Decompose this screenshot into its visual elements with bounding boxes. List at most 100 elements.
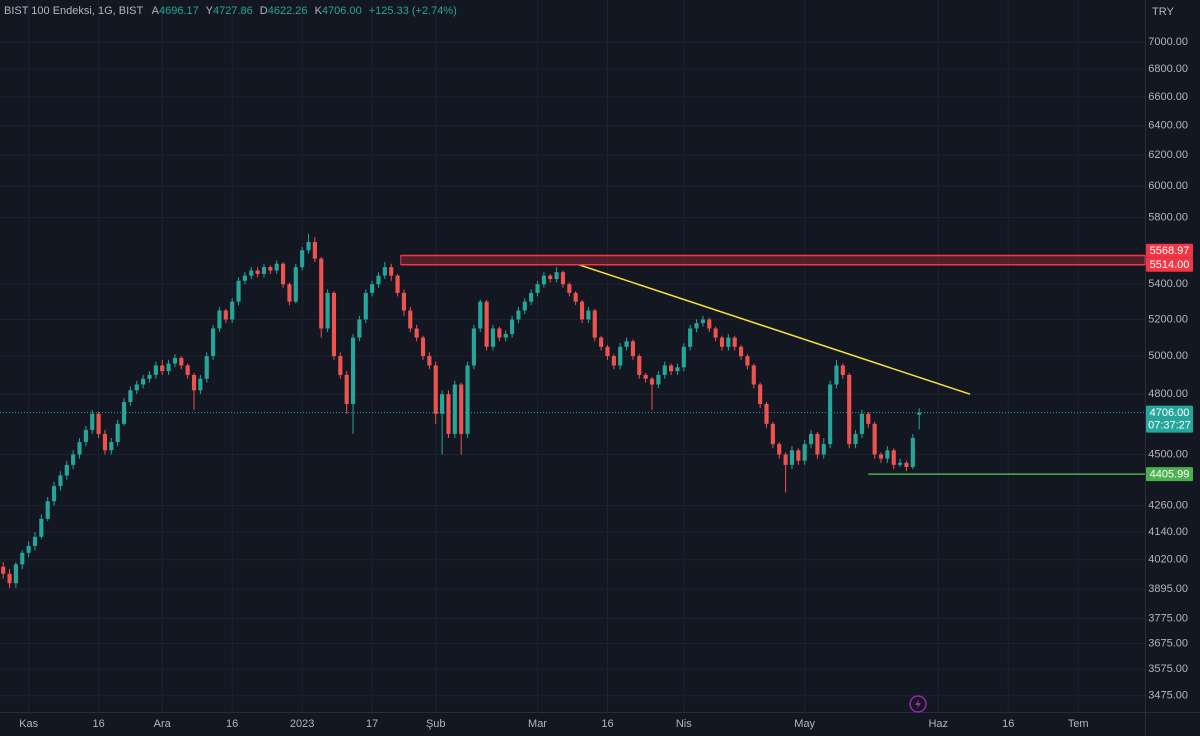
candle-body (535, 284, 540, 293)
candle-body (440, 394, 445, 414)
y-tick-label: 5400.00 (1148, 278, 1188, 290)
candle-body (802, 444, 807, 461)
candle-body (821, 444, 826, 455)
candle-body (281, 263, 286, 285)
candle-body (471, 328, 476, 366)
candle-body (312, 241, 317, 259)
candle-body (274, 263, 279, 271)
candle-body (541, 275, 546, 285)
candle-body (586, 310, 591, 320)
candle-body (77, 442, 82, 455)
candle-body (707, 319, 712, 329)
y-tick-label: 6800.00 (1148, 63, 1188, 75)
candle-body (382, 267, 387, 276)
y-tick-label: 3575.00 (1148, 663, 1188, 675)
candle-body (32, 536, 38, 546)
candle-body (656, 374, 661, 385)
candle-body (764, 403, 769, 424)
candle-body (26, 545, 31, 553)
x-tick-label: 17 (366, 718, 378, 730)
candle-body (834, 365, 839, 385)
candle-body (96, 413, 101, 434)
field-value: 4696.17 (159, 5, 199, 17)
candle-body (503, 333, 508, 338)
candle-body (179, 357, 184, 366)
y-tick-label: 6000.00 (1148, 180, 1188, 192)
candle-body (510, 319, 515, 334)
field-value: 4727.86 (212, 5, 253, 17)
candle-body (64, 464, 69, 476)
lightning-icon[interactable] (909, 695, 927, 713)
candle-body (20, 552, 25, 565)
y-tick-label: 3775.00 (1148, 612, 1188, 624)
x-tick-label: 16 (1002, 718, 1014, 730)
candle-body (128, 390, 133, 403)
candle-body (859, 413, 864, 434)
candle-body (681, 346, 686, 368)
candle-body (211, 328, 216, 357)
candle-body (739, 346, 744, 357)
candle-body (548, 275, 553, 280)
candle-body (484, 301, 489, 347)
candle-body (7, 573, 12, 584)
candle-body (592, 310, 597, 338)
candle-body (611, 356, 616, 366)
candle-body (204, 356, 209, 379)
candle-body (319, 258, 324, 329)
y-tick-label: 3675.00 (1148, 637, 1188, 649)
candle-body (121, 402, 127, 424)
candle-body (420, 337, 426, 357)
price-label: 4405.99 (1150, 469, 1190, 481)
candle-body (459, 384, 464, 434)
candle-body (236, 280, 241, 302)
field-value: 4622.26 (267, 5, 308, 17)
candle-body (350, 337, 356, 404)
x-tick-label: Tem (1068, 718, 1089, 730)
candle-body (789, 450, 795, 465)
x-tick-label: Mar (528, 718, 547, 730)
candle-body (255, 270, 260, 274)
candle-body (599, 337, 604, 347)
candle-body (758, 384, 763, 404)
candle-body (109, 442, 114, 451)
candle-body (306, 241, 311, 251)
candle-body (522, 301, 527, 311)
candle-body (198, 378, 203, 391)
candle-body (828, 384, 833, 445)
candle-body (427, 356, 432, 366)
y-tick-label: 7000.00 (1148, 36, 1188, 48)
x-tick-label: Şub (426, 718, 446, 730)
candle-body (153, 365, 158, 375)
candle-body (172, 357, 177, 364)
candle-body (370, 284, 375, 293)
candle-body (694, 323, 699, 329)
candle-body (52, 486, 57, 502)
candle-body (878, 454, 884, 459)
candle-body (300, 250, 305, 268)
candle-body (675, 367, 680, 372)
x-tick-label: 2023 (290, 718, 314, 730)
candle-body (376, 275, 381, 285)
candle-body (669, 365, 674, 372)
candle-body (579, 301, 585, 320)
candle-body (917, 412, 922, 415)
candle-body (293, 267, 298, 302)
candle-body (338, 356, 343, 375)
candle-body (649, 378, 655, 385)
candle-body (573, 292, 578, 302)
candle-body (331, 292, 337, 357)
candle-body (783, 454, 788, 465)
candle-body (808, 433, 814, 445)
price-label-box (1146, 257, 1193, 272)
candle-body (102, 433, 108, 451)
candle-body (478, 301, 483, 329)
candle-body (815, 433, 820, 455)
candle-body (726, 337, 731, 347)
x-tick-label: 16 (601, 718, 613, 730)
y-tick-label: 5800.00 (1148, 211, 1188, 223)
resistance-zone (400, 254, 1146, 266)
y-tick-label: 4020.00 (1148, 554, 1188, 566)
candle-body (1, 566, 6, 574)
